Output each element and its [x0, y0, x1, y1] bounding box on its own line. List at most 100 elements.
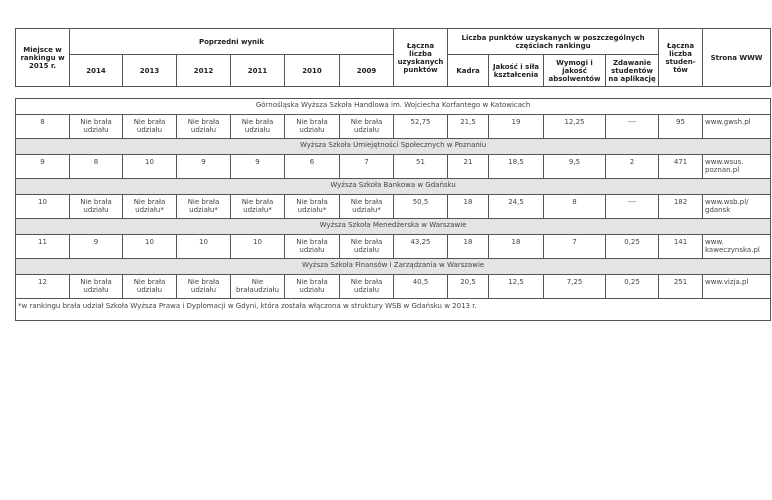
header-previous: Poprzedni wynik — [69, 28, 394, 55]
previous-result-cell: Nie brała udziału* — [230, 194, 285, 219]
table-row: 11 9 10 10 10 Nie brała udziału Nie brała udzi… — [15, 234, 772, 259]
previous-result-cell: Nie brała udziału — [176, 274, 231, 299]
header-year: 2009 — [339, 54, 394, 87]
school-name: Wyższa Szkoła Menedżerska w Warszawie — [14, 218, 772, 235]
students-cell: 141 — [658, 234, 703, 259]
kadra-cell: 18 — [447, 234, 489, 259]
table-row: 12 Nie brała udziału Nie brała udziału Nie … — [15, 274, 772, 299]
place-cell: 9 — [15, 154, 70, 179]
wymogi-cell: 8 — [543, 194, 606, 219]
wymogi-cell: 9,5 — [543, 154, 606, 179]
jakosc-cell: 12,5 — [488, 274, 544, 299]
previous-result-cell: Nie brała udziału — [69, 274, 123, 299]
jakosc-cell: 18 — [488, 234, 544, 259]
previous-result-cell: 9 — [176, 154, 231, 179]
zdawanie-cell: --- — [605, 194, 659, 219]
previous-result-cell: Nie brała udziału — [339, 114, 394, 139]
students-cell: 471 — [658, 154, 703, 179]
zdawanie-cell: 0,25 — [605, 234, 659, 259]
place-cell: 10 — [15, 194, 70, 219]
total-cell: 50,5 — [393, 194, 448, 219]
previous-result-cell: Nie brała udziału — [122, 114, 177, 139]
students-cell: 182 — [658, 194, 703, 219]
previous-result-cell: Nie brała udziału — [339, 274, 394, 299]
place-cell: 12 — [15, 274, 70, 299]
school-name: Wyższa Szkoła Bankowa w Gdańsku — [14, 178, 772, 195]
jakosc-cell: 18,5 — [488, 154, 544, 179]
students-cell: 251 — [658, 274, 703, 299]
previous-result-cell: 10 — [122, 154, 177, 179]
header-total-points: Łączna liczba uzyskanych punktów — [393, 28, 448, 87]
zdawanie-cell: 0,25 — [605, 274, 659, 299]
total-cell: 43,25 — [393, 234, 448, 259]
www-cell: www. kaweczynska.pl — [701, 234, 772, 259]
zdawanie-cell: --- — [605, 114, 659, 139]
school-header-row: Górnośląska Wyższa Szkoła Handlowa im. W… — [14, 98, 772, 115]
wymogi-cell: 12,25 — [543, 114, 606, 139]
header-part: Zdawanie studentów na aplikację — [604, 54, 660, 87]
school-header-row: Wyższa Szkoła Finansów i Zarządzania w W… — [14, 258, 772, 275]
jakosc-cell: 24,5 — [488, 194, 544, 219]
place-cell: 8 — [15, 114, 70, 139]
school-header-row: Wyższa Szkoła Menedżerska w Warszawie — [14, 218, 772, 235]
table-row: 8 Nie brała udziału Nie brała udziału Nie b… — [15, 114, 772, 139]
place-cell: 11 — [15, 234, 70, 259]
previous-result-cell: Nie brałaudziału — [230, 274, 285, 299]
previous-result-cell: 10 — [230, 234, 285, 259]
header-www: Strona WWW — [702, 28, 772, 87]
header-parts: Liczba punktów uzyskanych w poszczególny… — [446, 28, 660, 55]
header-year: 2010 — [284, 54, 340, 87]
previous-result-cell: Nie brała udziału — [284, 234, 340, 259]
previous-result-cell: 10 — [176, 234, 231, 259]
previous-result-cell: Nie brała udziału — [284, 274, 340, 299]
previous-result-cell: Nie brała udziału — [69, 194, 123, 219]
www-cell: www.vizja.pl — [701, 274, 772, 299]
header-part: Wymogi i jakość absolwentów — [543, 54, 606, 87]
students-cell: 95 — [658, 114, 703, 139]
kadra-cell: 21 — [447, 154, 489, 179]
header-year: 2012 — [176, 54, 231, 87]
footnote: *w rankingu brała udział Szkoła Wyższa P… — [14, 298, 772, 321]
header-year: 2011 — [230, 54, 285, 87]
zdawanie-cell: 2 — [605, 154, 659, 179]
kadra-cell: 20,5 — [447, 274, 489, 299]
previous-result-cell: Nie brała udziału* — [122, 194, 177, 219]
total-cell: 51 — [393, 154, 448, 179]
previous-result-cell: 9 — [230, 154, 285, 179]
total-cell: 52,75 — [393, 114, 448, 139]
school-name: Wyższa Szkoła Finansów i Zarządzania w W… — [14, 258, 772, 275]
header-part: Jakość i siła kształcenia — [488, 54, 544, 87]
table-row: 9 8 10 9 9 6 7 51 21 18,5 9,5 2 471 www.wsus. poznan.… — [15, 154, 772, 179]
total-cell: 40,5 — [393, 274, 448, 299]
www-cell: www.gwsh.pl — [701, 114, 772, 139]
previous-result-cell: 10 — [122, 234, 177, 259]
previous-result-cell: Nie brała udziału* — [284, 194, 340, 219]
previous-result-cell: 9 — [69, 234, 123, 259]
previous-result-cell: Nie brała udziału — [339, 234, 394, 259]
www-cell: www.wsus. poznan.pl — [701, 154, 772, 179]
previous-result-cell: Nie brała udziału — [122, 274, 177, 299]
previous-result-cell: Nie brała udziału — [284, 114, 340, 139]
school-name: Wyższa Szkoła Umiejętności Społecznych w… — [14, 138, 772, 155]
wymogi-cell: 7,25 — [543, 274, 606, 299]
kadra-cell: 21,5 — [447, 114, 489, 139]
kadra-cell: 18 — [447, 194, 489, 219]
previous-result-cell: 8 — [69, 154, 123, 179]
previous-result-cell: Nie brała udziału* — [176, 194, 231, 219]
previous-result-cell: Nie brała udziału — [230, 114, 285, 139]
table-row: 10 Nie brała udziału Nie brała udziału* Nie… — [15, 194, 772, 219]
header-year: 2014 — [69, 54, 123, 87]
school-name: Górnośląska Wyższa Szkoła Handlowa im. W… — [14, 98, 772, 115]
school-header-row: Wyższa Szkoła Umiejętności Społecznych w… — [14, 138, 772, 155]
www-cell: www.wsb.pl/ gdansk — [701, 194, 772, 219]
header-part: Kadra — [447, 54, 489, 87]
previous-result-cell: Nie brała udziału — [176, 114, 231, 139]
footnote-row: *w rankingu brała udział Szkoła Wyższa P… — [14, 298, 772, 321]
results-table: Górnośląska Wyższa Szkoła Handlowa im. W… — [14, 98, 772, 321]
header-students: Łączna liczba studen-tów — [658, 28, 704, 87]
header-place: Miejsce w rankingu w 2015 r. — [15, 28, 70, 87]
previous-result-cell: 7 — [339, 154, 394, 179]
header-year: 2013 — [122, 54, 177, 87]
header-table: Miejsce w rankingu w 2015 r. Poprzedni w… — [15, 28, 772, 87]
wymogi-cell: 7 — [543, 234, 606, 259]
